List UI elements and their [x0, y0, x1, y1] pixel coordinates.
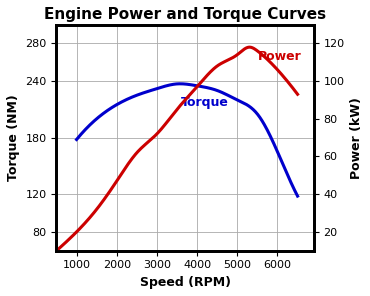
Y-axis label: Torque (NM): Torque (NM): [7, 94, 20, 181]
Title: Engine Power and Torque Curves: Engine Power and Torque Curves: [44, 7, 326, 22]
Y-axis label: Power (kW): Power (kW): [350, 97, 363, 178]
Text: Power: Power: [258, 50, 301, 63]
Text: Torque: Torque: [181, 96, 229, 109]
X-axis label: Speed (RPM): Speed (RPM): [139, 276, 231, 289]
